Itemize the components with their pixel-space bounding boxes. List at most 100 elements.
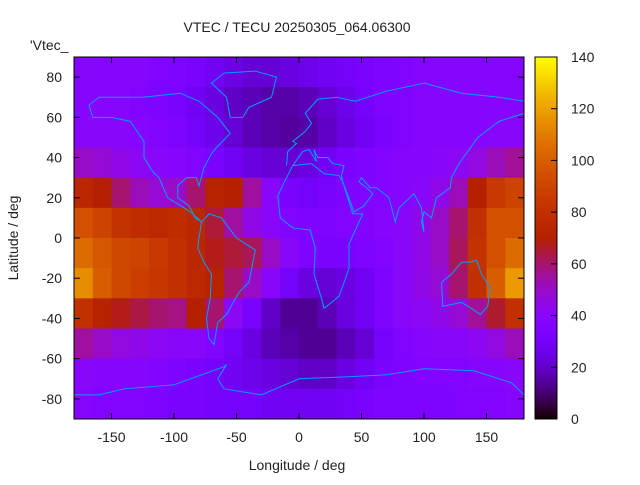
heatmap-cell: [467, 298, 487, 329]
colorbar-segment: [535, 84, 557, 88]
heatmap-cell: [411, 358, 431, 390]
heatmap-cell: [261, 358, 281, 390]
heatmap-cell: [186, 87, 206, 118]
heatmap-cell: [167, 238, 187, 269]
heatmap-cell: [486, 328, 506, 360]
colorbar-segment: [535, 268, 557, 272]
heatmap-cell: [392, 87, 412, 118]
colorbar-segment: [535, 213, 557, 218]
x-tick-label: 0: [295, 429, 303, 445]
heatmap-cell: [130, 147, 150, 179]
heatmap-cell: [411, 328, 431, 360]
heatmap-cell: [111, 177, 131, 209]
heatmap-cell: [299, 147, 319, 179]
heatmap-cell: [374, 207, 394, 239]
heatmap-cell: [92, 298, 112, 329]
heatmap-cell: [74, 298, 94, 329]
coastline: [210, 70, 278, 118]
heatmap-cell: [317, 388, 337, 420]
heatmap-cell: [92, 238, 112, 269]
colorbar-segment: [535, 415, 557, 420]
heatmap-cell: [92, 358, 112, 390]
heatmap-cell: [392, 388, 412, 420]
colorbar-segment: [535, 256, 557, 260]
y-tick-label: -40: [42, 310, 62, 326]
heatmap-cell: [224, 238, 244, 269]
colorbar-border: [534, 56, 558, 420]
heatmap-cell: [317, 298, 337, 329]
heatmap-cell: [505, 388, 525, 420]
heatmap-cell: [392, 298, 412, 329]
colorbar-segment: [535, 222, 557, 227]
colorbar-segment: [535, 331, 557, 336]
heatmap-cell: [111, 298, 131, 329]
heatmap-cell: [374, 298, 394, 329]
colorbar-segment: [535, 295, 557, 299]
colorbar-segment: [535, 301, 557, 305]
colorbar-segment: [535, 286, 557, 290]
colorbar-segment: [535, 376, 557, 381]
heatmap-cell: [261, 177, 281, 209]
colorbar-segment: [535, 328, 557, 333]
heatmap-cell: [336, 117, 356, 148]
heatmap-cell: [486, 207, 506, 239]
colorbar-segment: [535, 271, 557, 275]
heatmap-cell: [449, 328, 469, 360]
heatmap-cell: [467, 57, 487, 88]
heatmap-cell: [74, 57, 94, 88]
heatmap-cell: [374, 268, 394, 299]
heatmap-cell: [411, 207, 431, 239]
heatmap-cell: [167, 207, 187, 239]
chart-title: VTEC / TECU 20250305_064.06300: [183, 19, 410, 35]
coastline: [441, 259, 491, 316]
heatmap-cell: [149, 268, 169, 299]
heatmap-cell: [92, 57, 112, 88]
heatmap-cell: [505, 328, 525, 360]
heatmap-cell: [430, 238, 450, 269]
heatmap-cell: [505, 207, 525, 239]
colorbar-segment: [535, 183, 557, 188]
colorbar-segment: [535, 57, 557, 61]
colorbar-tick-label: 20: [571, 359, 587, 375]
y-tick-label: -60: [42, 351, 62, 367]
heatmap-cell: [317, 147, 337, 179]
colorbar-segment: [535, 219, 557, 224]
colorbar-segment: [535, 406, 557, 411]
heatmap-cell: [299, 388, 319, 420]
heatmap-cell: [336, 87, 356, 118]
heatmap-cell: [505, 177, 525, 209]
colorbar-segment: [535, 310, 557, 314]
heatmap-cell: [167, 57, 187, 88]
colorbar-segment: [535, 180, 557, 185]
heatmap-cell: [130, 117, 150, 148]
colorbar-segment: [535, 228, 557, 233]
coastline: [277, 163, 364, 310]
colorbar-segment: [535, 120, 557, 124]
heatmap-cell: [149, 328, 169, 360]
colorbar-tick-label: 100: [571, 152, 595, 168]
heatmap-cell: [149, 87, 169, 118]
heatmap-cell: [411, 268, 431, 299]
colorbar-segment: [535, 177, 557, 182]
heatmap-cell: [299, 268, 319, 299]
heatmap-cell: [74, 238, 94, 269]
heatmap-cell: [280, 388, 300, 420]
heatmap-cell: [299, 238, 319, 269]
heatmap-cell: [467, 177, 487, 209]
x-tick-label: 50: [354, 429, 370, 445]
heatmap-cell: [486, 87, 506, 118]
coastlines: [74, 70, 525, 396]
heatmap-cell: [205, 147, 225, 179]
colorbar-segment: [535, 238, 557, 242]
heatmap-cell: [467, 207, 487, 239]
x-tick-label: -50: [226, 429, 246, 445]
colorbar-segment: [535, 307, 557, 311]
heatmap-cell: [355, 177, 375, 209]
heatmap-cell: [411, 147, 431, 179]
colorbar-segment: [535, 352, 557, 357]
heatmap-cell: [467, 328, 487, 360]
heatmap-cell: [317, 268, 337, 299]
heatmap-cell: [149, 177, 169, 209]
colorbar-segment: [535, 78, 557, 82]
heatmap-cell: [74, 147, 94, 179]
